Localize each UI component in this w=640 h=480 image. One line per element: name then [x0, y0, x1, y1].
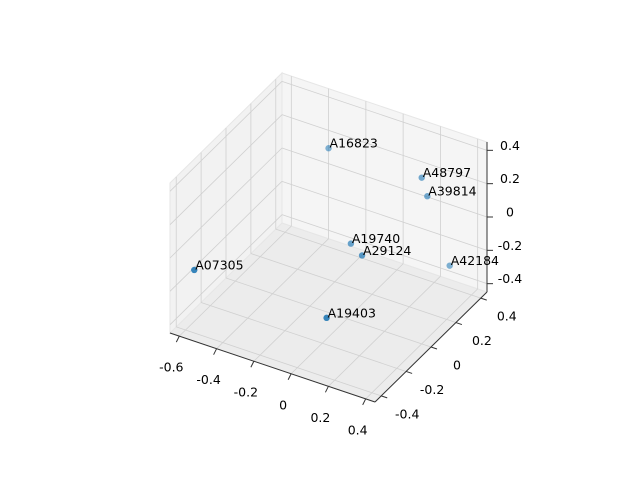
z-tick-label: -0.2: [498, 238, 522, 253]
x-tick-label: -0.6: [159, 360, 183, 375]
z-tick-label: 0.2: [500, 171, 520, 186]
point-label: A16823: [330, 136, 378, 151]
point: [424, 193, 431, 200]
point: [325, 145, 332, 152]
x-tick: [250, 361, 255, 368]
grid-line: [169, 114, 283, 225]
grid-line: [250, 253, 457, 323]
grid-line: [281, 180, 488, 251]
point: [347, 240, 355, 247]
y-tick: [381, 395, 388, 399]
y-tick-label: -0.2: [420, 382, 444, 397]
z-tick-label: 0.4: [500, 138, 520, 153]
point-label: A19740: [352, 231, 400, 246]
grid-line: [169, 81, 283, 192]
x-tick: [175, 335, 180, 343]
x-tick-label: 0.4: [348, 422, 368, 437]
x-tick-label: -0.4: [196, 372, 220, 387]
y-tick: [480, 297, 487, 301]
point-label: A48797: [423, 165, 471, 180]
y-tick: [405, 370, 413, 374]
grid-line: [281, 147, 488, 218]
point: [358, 252, 366, 259]
z-tick-label: 0: [506, 205, 514, 220]
x-tick-label: 0.2: [310, 410, 330, 425]
grid-line: [275, 228, 481, 299]
y-tick: [430, 346, 438, 350]
x-tick-label: -0.2: [234, 385, 258, 400]
point-label: A39814: [428, 184, 476, 199]
y-tick-label: 0.4: [497, 309, 517, 324]
grid-line: [200, 302, 407, 372]
point: [446, 262, 453, 269]
grid-line: [281, 114, 488, 185]
grid-line: [169, 214, 283, 325]
x-axis-line: [169, 332, 376, 403]
z-tick-label: -0.4: [498, 271, 522, 286]
x-tick-label: 0: [279, 397, 287, 412]
x-tick: [287, 373, 292, 380]
y-tick-label: -0.4: [395, 406, 419, 421]
x-tick: [362, 398, 367, 406]
y-axis-line: [374, 291, 488, 403]
point: [191, 266, 198, 274]
point: [323, 314, 330, 322]
grid-line: [169, 147, 283, 259]
grid-line: [281, 80, 488, 151]
x-tick: [324, 386, 329, 393]
y-tick: [455, 322, 463, 326]
y-tick-label: 0: [453, 358, 461, 373]
point: [418, 174, 425, 181]
grid-line: [176, 326, 382, 397]
point-label: A42184: [451, 253, 499, 268]
point-label: A19403: [328, 305, 376, 320]
x-tick: [213, 348, 218, 355]
point-label: A07305: [195, 257, 243, 272]
y-tick-label: 0.2: [472, 333, 492, 348]
grid-line: [225, 277, 432, 348]
point-label: A29124: [363, 243, 411, 258]
grid-line: [281, 214, 488, 285]
grid-line: [169, 181, 283, 292]
